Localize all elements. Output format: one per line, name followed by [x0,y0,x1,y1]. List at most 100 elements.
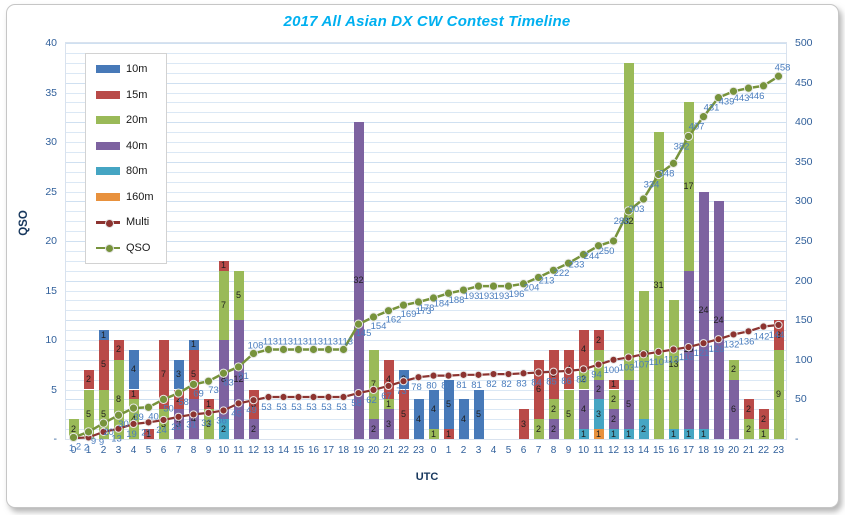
bar-value-label: 2 [610,393,616,404]
bar-value-label: 2 [115,344,121,355]
gridline [66,112,786,114]
bar-value-label: 1 [145,428,151,439]
x-axis-tick-label: 5 [145,445,152,456]
bar-value-label: 13 [668,359,679,370]
bar-value-label: 7 [370,379,376,390]
bar-value-label: 3 [175,418,181,429]
bar-value-label: 1 [220,260,226,271]
bar-value-label: 1 [625,428,631,439]
legend-swatch-icon [96,65,120,73]
bar-value-label: 16 [683,344,694,355]
legend-item-label: 20m [126,114,148,126]
legend-line-marker-icon [96,244,120,253]
x-axis-tick-label: 15 [652,445,665,456]
right-axis-tick-label: - [795,433,799,445]
legend-dot-icon [104,244,114,253]
legend-item-label: 40m [126,139,148,152]
bar-value-label: 1 [700,428,706,439]
x-axis-tick-label: 10 [577,445,590,456]
bar-value-label: 2 [535,423,541,434]
bar-value-label: 12 [233,374,244,385]
left-axis-tick-label: 40 [45,37,57,49]
bar-value-label: 1 [610,428,616,439]
bar-value-label: 4 [415,413,421,424]
bar-value-label: 3 [775,329,781,340]
bar-value-label: 5 [475,408,481,419]
x-axis-tick-label: 21 [382,445,395,456]
x-axis-tick-label: 8 [550,445,557,456]
x-axis-tick-label: 5 [505,445,512,456]
bar-value-label: 2 [400,374,406,385]
x-axis-tick-label: 16 [667,445,680,456]
x-axis-tick-label: 18 [697,445,710,456]
x-axis-tick-label: 9 [205,445,212,456]
left-axis-tick-label: 20 [45,235,57,247]
x-axis-tick-label: 4 [130,445,137,456]
legend-item-qso: QSO [96,242,154,254]
bar-value-label: 2 [370,423,376,434]
x-axis-tick-label: 22 [757,445,770,456]
legend: 10m 15m 20m 40m 80m 160m Multi QSO [85,53,167,264]
left-axis-tick-label: 10 [45,334,57,346]
x-axis-tick-label: 7 [535,445,542,456]
chart-title: 2017 All Asian DX CW Contest Timeline [283,13,571,30]
gridline [66,122,786,124]
bar-value-label: 2 [730,364,736,375]
x-axis-tick-label: 0 [70,445,77,456]
x-axis-tick-label: 6 [520,445,527,456]
gridline [66,280,786,282]
gridline [66,62,786,64]
bar-value-label: 6 [730,403,736,414]
gridline [66,231,786,233]
gridline [66,221,786,223]
x-axis-tick-label: 15 [292,445,305,456]
bar-value-label: 8 [115,393,121,404]
left-axis-title: QSO [17,210,30,236]
bar-value-label: 3 [595,408,601,419]
right-axis-tick-label: 400 [795,116,813,129]
x-axis-tick-label: 6 [160,445,167,456]
bar-value-label: 5 [85,408,91,419]
legend-item-15m: 15m [96,89,154,101]
left-axis-tick-label: - [53,433,58,445]
x-axis-tick-label: 23 [772,445,785,456]
right-axis-tick-label: 350 [795,155,813,168]
bar-value-label: 6 [535,384,541,394]
gridline [66,260,786,262]
bar-value-label: 3 [520,418,526,429]
bar-value-label: 24 [698,304,709,315]
right-axis-tick-label: 100 [795,353,813,366]
left-axis-tick-label: 15 [45,284,57,297]
bar-value-label: 1 [385,398,391,409]
x-axis-tick-label: 1 [85,445,92,456]
bar-value-label: 4 [130,413,136,424]
x-axis-tick-label: 1 [445,445,452,456]
bar-value-label: 1 [190,339,196,350]
x-axis-tick-label: 23 [412,445,425,456]
left-axis-tick-label: 35 [45,86,57,99]
bar-value-label: 4 [190,413,196,424]
x-axis-tick-label: 4 [490,445,497,456]
bar-value-label: 5 [625,398,631,409]
x-axis-tick-label: 2 [460,445,467,456]
x-axis-tick-label: 3 [115,445,122,456]
bar-value-label: 1 [580,428,586,439]
bar-value-label: 32 [353,275,364,286]
x-axis-tick-label: 21 [742,445,755,456]
gridline [66,290,786,292]
legend-item-label: QSO [126,241,151,254]
x-axis-tick-label: 19 [352,445,365,456]
legend-item-label: 10m [126,63,148,75]
gridline [66,151,786,153]
bar-value-label: 1 [610,379,616,390]
gridline [66,250,786,252]
gridline [66,201,786,203]
legend-swatch-icon [96,90,120,99]
legend-item-20m: 20m [96,114,154,126]
bar-value-label: 2 [85,374,91,385]
bar-value-label: 3 [385,418,391,429]
x-axis-tick-label: 16 [307,445,320,456]
legend-swatch-icon [96,167,120,175]
